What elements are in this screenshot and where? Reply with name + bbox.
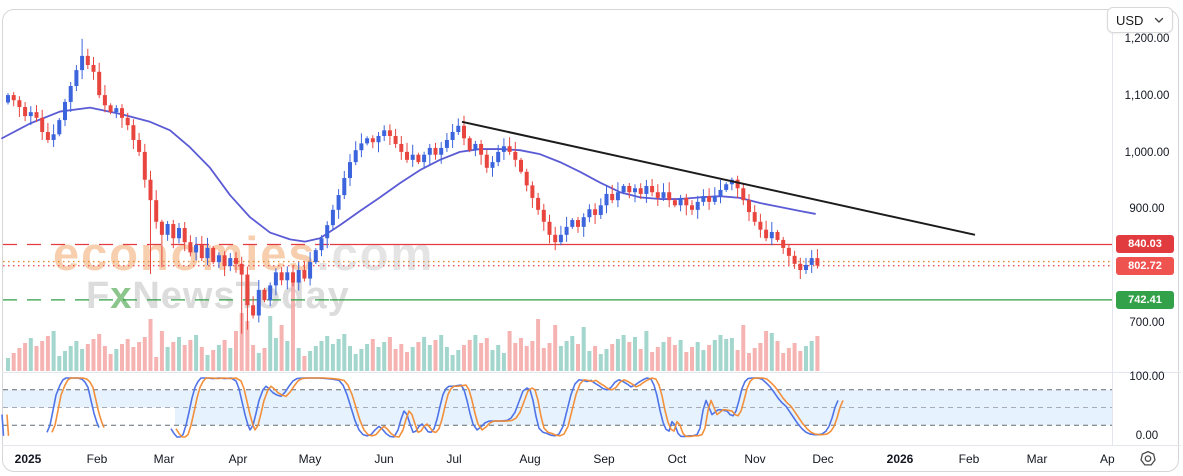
- month-label-Sep: Sep: [593, 452, 615, 466]
- month-label-Oct: Oct: [667, 452, 687, 466]
- month-label-Jul: Jul: [446, 452, 462, 466]
- time-axis[interactable]: 2025 Feb Mar Apr May Jun Jul Aug Sep Oct Nov Dec 202…: [2, 445, 1179, 473]
- price-tick-700: 700.00: [1129, 317, 1165, 329]
- month-label-2026: 2026: [886, 452, 914, 466]
- month-label-Feb: Feb: [86, 452, 108, 466]
- price-badge-840.03: 840.03: [1116, 235, 1174, 254]
- month-label-Apr: Apr: [228, 452, 248, 466]
- osc-tick-0: 0.00: [1135, 430, 1159, 442]
- month-label-Jun: Jun: [374, 452, 394, 466]
- price-tick-900: 900.00: [1129, 203, 1165, 216]
- volume-bars: [6, 279, 820, 371]
- watermark: economies.com FxNewsToday: [53, 227, 435, 317]
- currency-label: USD: [1116, 12, 1144, 28]
- settings-icon[interactable]: [1138, 449, 1158, 469]
- month-label-Mar: Mar: [153, 452, 175, 466]
- price-tick-1000: 1,000.00: [1124, 146, 1170, 159]
- month-label-Ap: Ap: [1100, 452, 1115, 466]
- candles: [6, 38, 820, 334]
- month-label-Dec: Dec: [812, 452, 834, 466]
- month-label-Feb: Feb: [958, 452, 980, 466]
- price-axis[interactable]: 1,200.00 1,100.00 1,000.00 900.00 700.00 100.…: [1113, 9, 1181, 445]
- price-badge-742.41: 742.41: [1116, 290, 1174, 309]
- month-label-Mar: Mar: [1026, 452, 1048, 466]
- stochastic-lines[interactable]: [1, 377, 844, 438]
- month-label-May: May: [298, 452, 322, 466]
- osc-band-left: [3, 389, 175, 408]
- month-label-Aug: Aug: [519, 452, 541, 466]
- price-tick-1200: 1,200.00: [1124, 33, 1170, 45]
- chevron-down-icon: [1154, 17, 1164, 23]
- osc-tick-100: 100.00: [1129, 371, 1165, 383]
- svg-text:FxNewsToday: FxNewsToday: [86, 275, 350, 317]
- price-tick-1100: 1,100.00: [1124, 89, 1170, 102]
- currency-selector[interactable]: USD: [1107, 7, 1173, 33]
- watermark-brand-suffix: .com: [317, 227, 435, 280]
- month-label-Nov: Nov: [744, 452, 766, 466]
- trendline[interactable]: [461, 120, 976, 236]
- watermark-x-mark: x: [110, 275, 132, 317]
- month-label-2025: 2025: [14, 452, 42, 466]
- ma-line[interactable]: [1, 106, 816, 243]
- plot-area[interactable]: [1, 9, 1181, 446]
- price-badge-802.72: 802.72: [1116, 256, 1174, 275]
